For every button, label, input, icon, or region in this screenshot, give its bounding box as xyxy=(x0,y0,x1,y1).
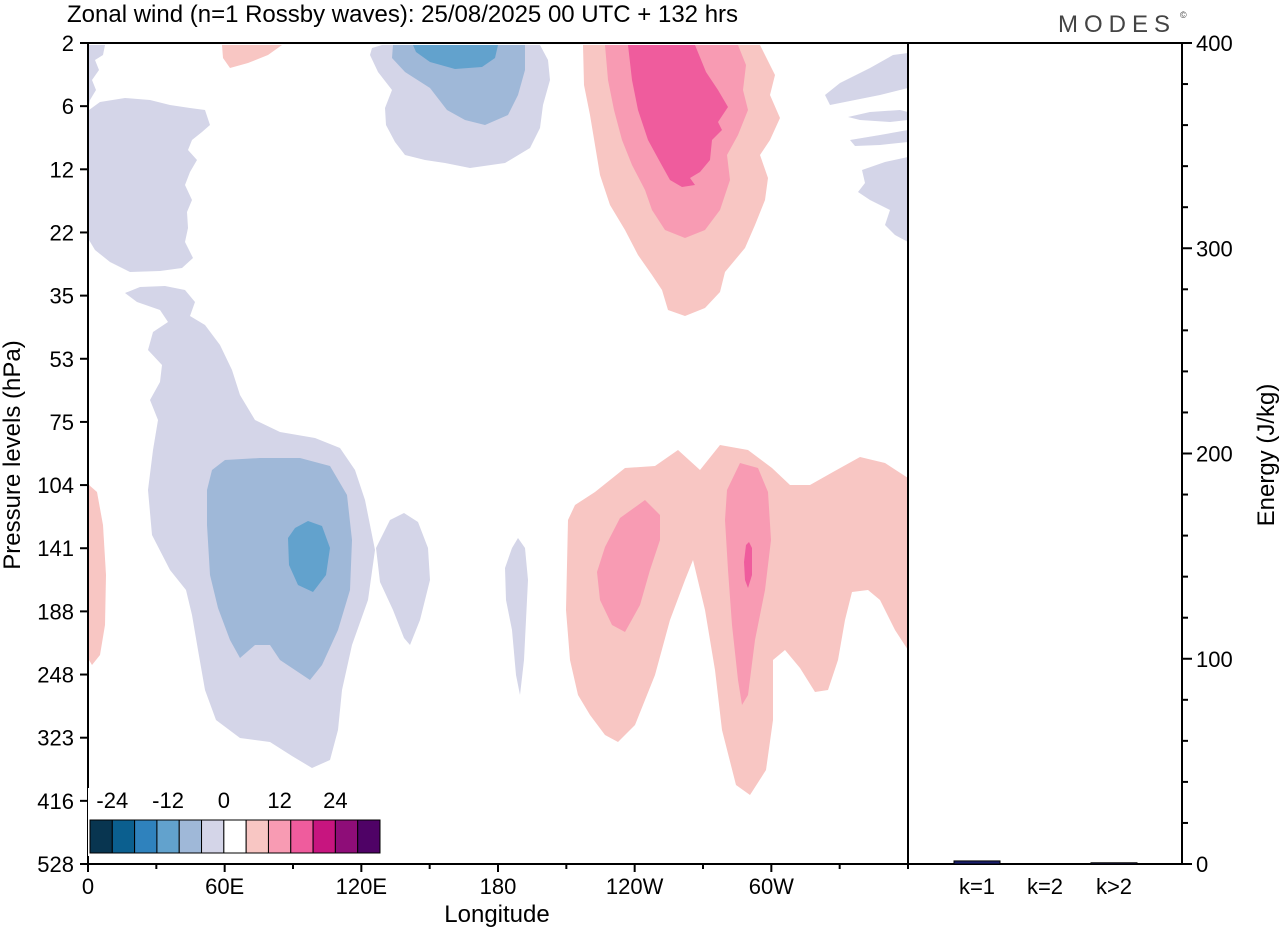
colorbar-swatch xyxy=(89,819,113,854)
contour-fill-pos-strong xyxy=(628,45,752,588)
colorbar-swatch xyxy=(223,819,247,854)
energy-bars xyxy=(953,860,1138,865)
colorbar-label: -24 xyxy=(96,788,128,813)
colorbar-label: 24 xyxy=(323,788,347,813)
colorbar-swatch xyxy=(245,819,269,854)
energy-tick-label: 100 xyxy=(1196,647,1233,672)
energy-category-label: k=2 xyxy=(1027,874,1063,899)
y-tick-label: 141 xyxy=(37,536,74,561)
colorbar-swatch xyxy=(334,819,359,854)
svg-text:©: © xyxy=(1180,10,1187,20)
colorbar-swatch xyxy=(312,819,336,854)
contour-plot xyxy=(87,42,909,865)
colorbar-labels: -24 -12 0 12 24 xyxy=(96,788,347,813)
y-tick-label: 323 xyxy=(37,726,74,751)
colorbar-swatch xyxy=(357,819,381,854)
y-axis: 2 6 12 22 35 53 75 104 141 188 248 323 416 528 xyxy=(37,31,88,877)
y-tick-label: 188 xyxy=(37,599,74,624)
contour-fill-neg-mid xyxy=(207,45,525,680)
y-tick-label: 75 xyxy=(50,410,74,435)
y-tick-label: 35 xyxy=(50,284,74,309)
colorbar-swatch xyxy=(178,819,203,854)
y-tick-label: 248 xyxy=(37,663,74,688)
colorbar-swatch xyxy=(134,819,158,854)
colorbar-label: 12 xyxy=(267,788,291,813)
modes-logo: MODES © xyxy=(1058,10,1187,38)
y-tick-label: 12 xyxy=(50,157,74,182)
x-tick-label: 60W xyxy=(749,874,794,899)
y-tick-label: 6 xyxy=(62,94,74,119)
contour-fill-neg-dark xyxy=(288,45,498,592)
energy-bar xyxy=(1090,862,1138,865)
colorbar-label: 0 xyxy=(218,788,230,813)
energy-axis-label: Energy (J/kg) xyxy=(1253,384,1280,527)
energy-tick-label: 0 xyxy=(1196,852,1208,877)
colorbar-label: -12 xyxy=(152,788,184,813)
x-axis-label: Longitude xyxy=(444,901,549,928)
colorbar-swatch xyxy=(201,819,225,854)
x-tick-label: 0 xyxy=(82,874,94,899)
x-tick-label: 120E xyxy=(336,874,387,899)
y-tick-label: 22 xyxy=(50,220,74,245)
energy-bar-chart: 0 100 200 300 400 k=1 k=2 k>2 xyxy=(907,31,1233,899)
colorbar-swatch xyxy=(290,819,314,854)
y-tick-label: 416 xyxy=(37,789,74,814)
y-tick-label: 53 xyxy=(50,347,74,372)
energy-category-label: k>2 xyxy=(1096,874,1132,899)
contour-fill-neg-light xyxy=(88,45,908,768)
y-tick-label: 2 xyxy=(62,31,74,56)
energy-tick-label: 200 xyxy=(1196,442,1233,467)
energy-panel-frame xyxy=(907,42,1183,865)
energy-categories: k=1 k=2 k>2 xyxy=(959,874,1132,899)
x-tick-label: 60E xyxy=(205,874,244,899)
x-tick-label: 180 xyxy=(480,874,517,899)
colorbar-swatch xyxy=(111,819,136,854)
y-axis-label: Pressure levels (hPa) xyxy=(0,340,26,569)
svg-text:MODES: MODES xyxy=(1058,11,1176,38)
energy-bar xyxy=(953,860,1001,865)
colorbar: -24 -12 0 12 24 xyxy=(88,788,382,856)
colorbar-swatches xyxy=(89,819,381,854)
x-axis: 0 60E 120E 180 120W 60W xyxy=(82,864,909,899)
chart-title: Zonal wind (n=1 Rossby waves): 25/08/202… xyxy=(67,1,738,28)
energy-axis: 0 100 200 300 400 xyxy=(1182,31,1233,877)
energy-tick-label: 400 xyxy=(1196,31,1233,56)
colorbar-swatch xyxy=(267,819,292,854)
colorbar-swatch xyxy=(156,819,180,854)
y-tick-label: 528 xyxy=(37,852,74,877)
x-tick-label: 120W xyxy=(606,874,664,899)
energy-tick-label: 300 xyxy=(1196,236,1233,261)
y-tick-label: 104 xyxy=(37,473,74,498)
energy-category-label: k=1 xyxy=(959,874,995,899)
